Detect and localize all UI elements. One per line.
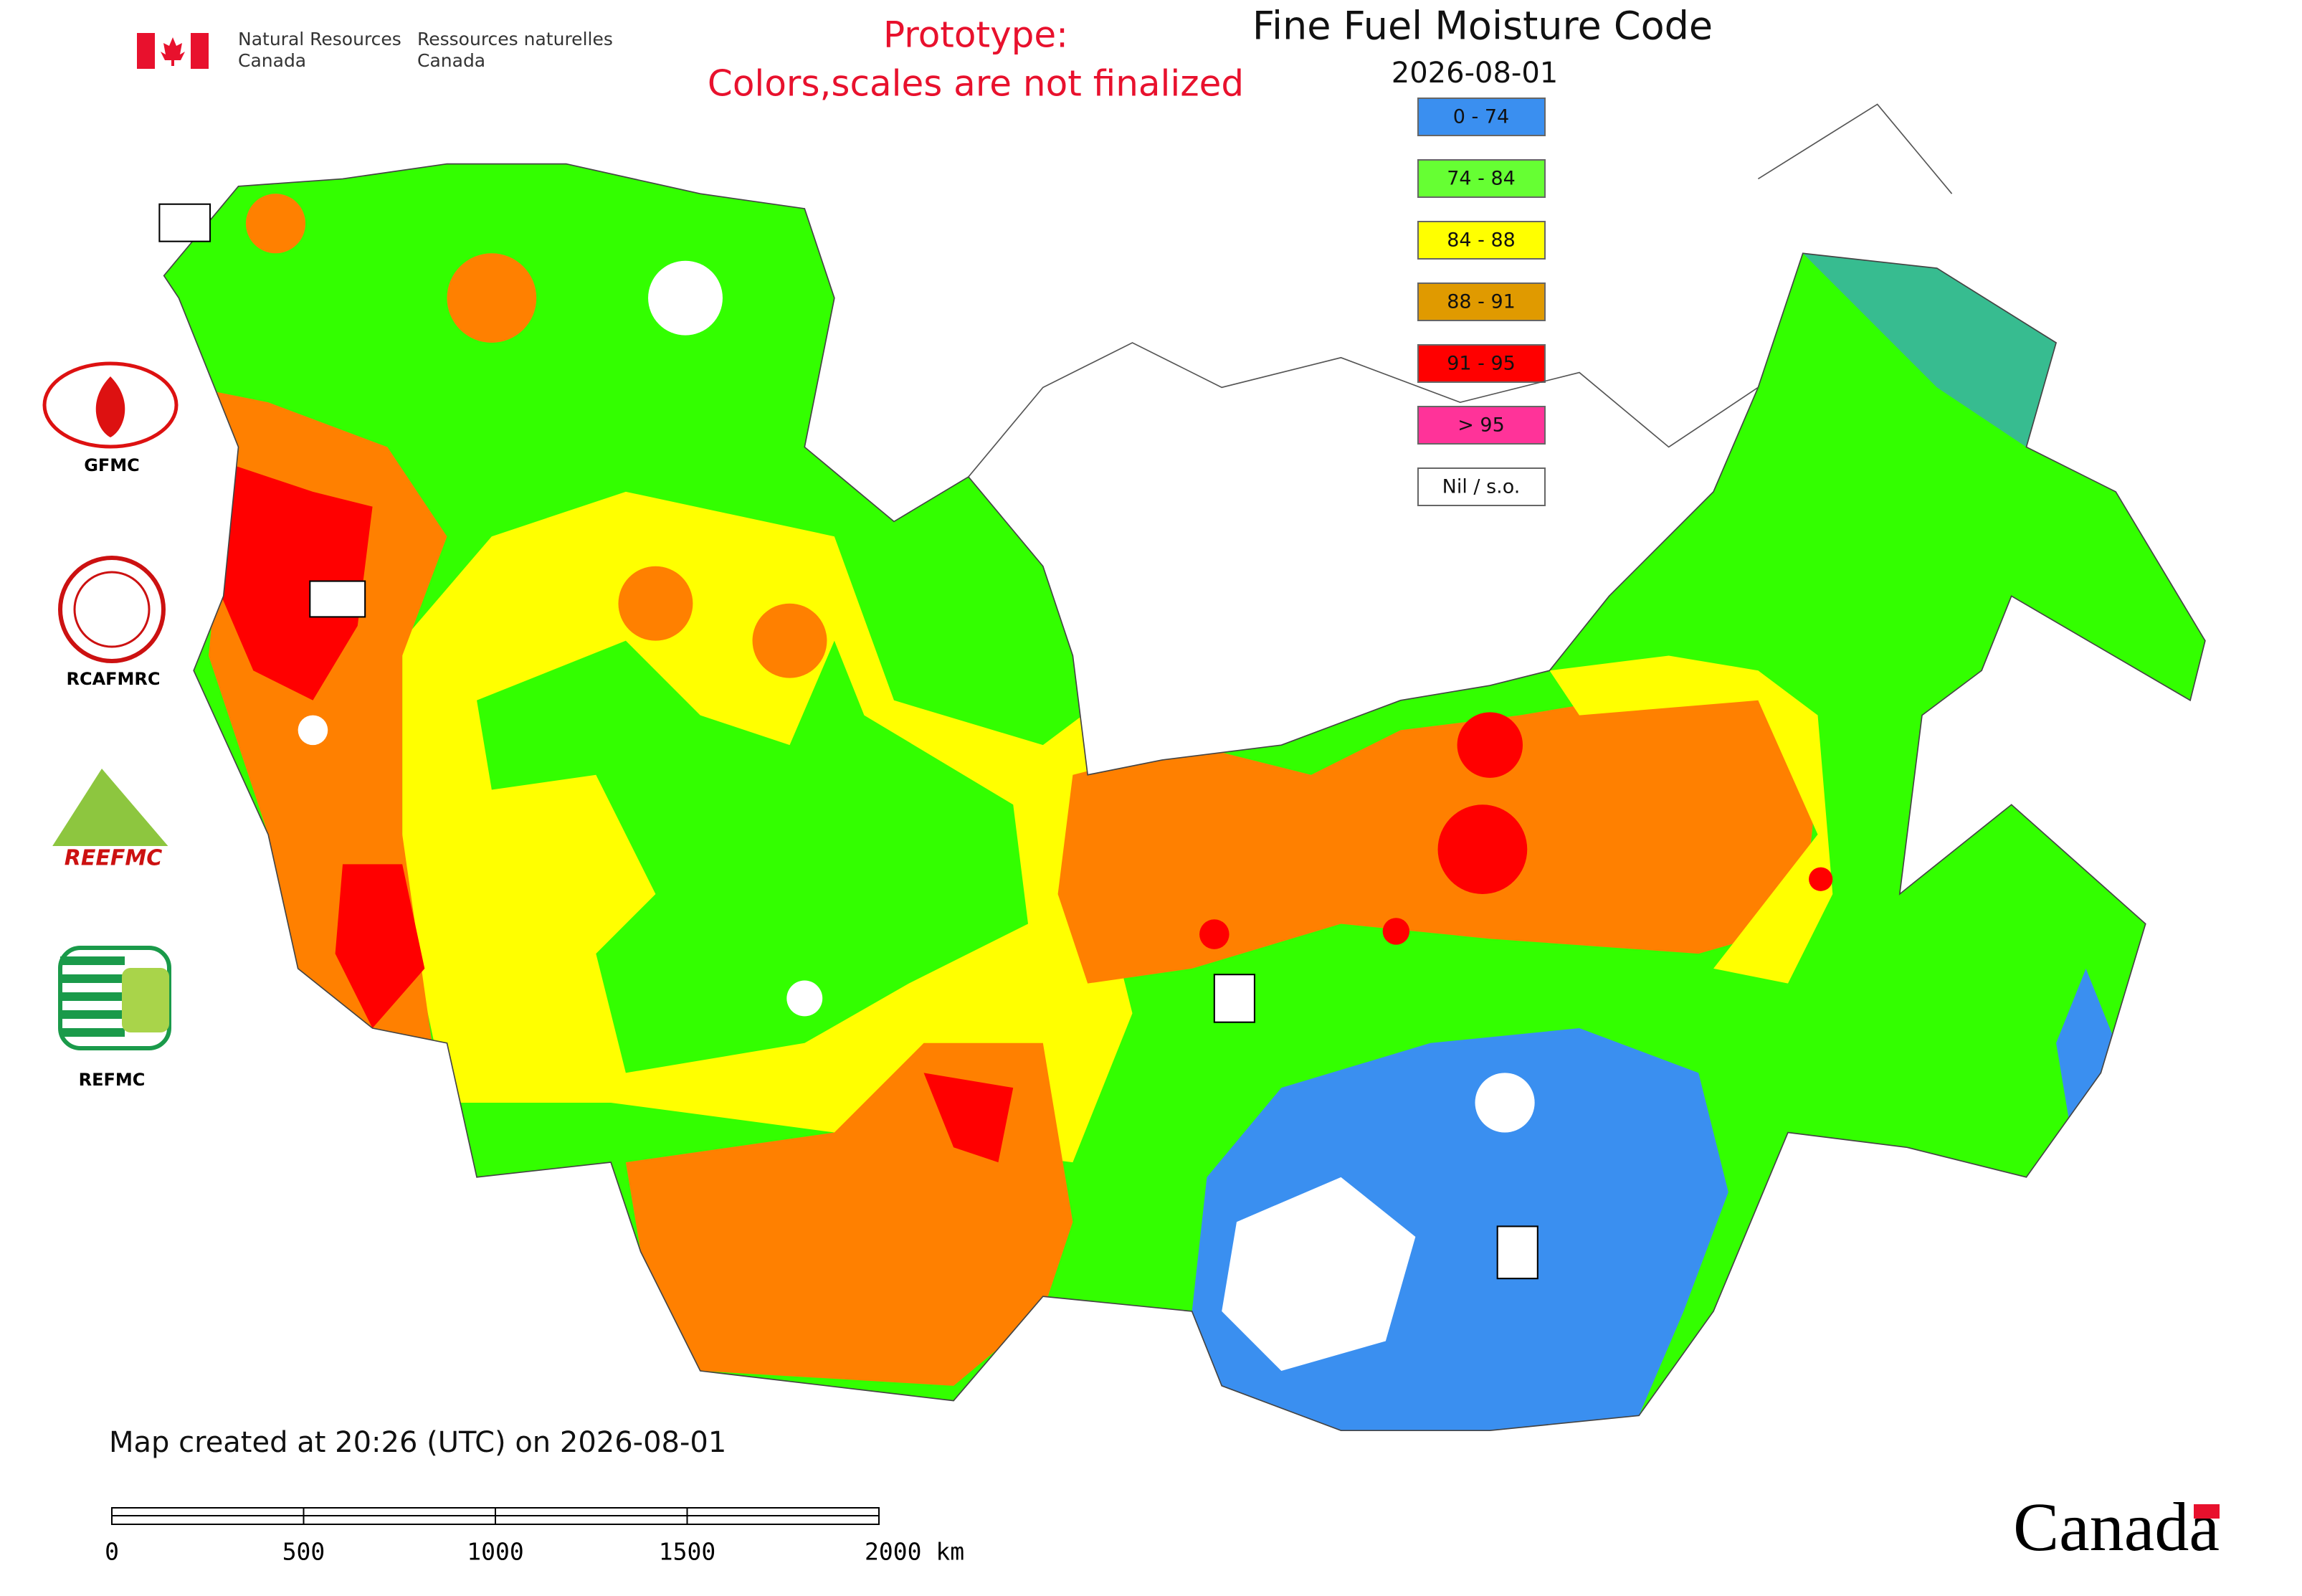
partner-label: RCAFMRC [66,669,160,689]
legend-swatch [1417,344,1546,383]
legend-label: 88 - 91 [1447,291,1516,313]
legend-label: Nil / s.o. [1442,476,1521,498]
agency-en: Canada [238,50,306,71]
partner-label: GFMC [84,455,140,475]
legend-label: 0 - 74 [1453,106,1509,128]
scale-label: 0 [105,1538,119,1566]
legend: 0 - 74 74 - 84 84 - 88 88 - 91 91 - 95 > 95 Ni… [1417,98,1546,506]
legend-label: 74 - 84 [1447,168,1516,190]
legend-swatch [1417,467,1546,506]
map-title: Fine Fuel Moisture Code [1252,4,1713,49]
legend-swatch [1417,98,1546,136]
legend-swatch [1417,221,1546,260]
canada-wordmark: Canada [2013,1488,2220,1565]
wordmark-flag [2194,1504,2220,1519]
scale-label: 2000 km [865,1538,964,1566]
scale-bar: 0 500 1000 1500 2000 km [105,1507,964,1566]
legend-label: 84 - 88 [1447,229,1516,252]
agency-en: Natural Resources [238,29,401,49]
notice: Colors,scales are not finalized [708,63,1244,105]
canada-flag [137,33,209,69]
legend-swatch [1417,282,1546,321]
map-date: 2026-08-01 [1392,57,1558,90]
partner-logos: GFMC RCAFMRC REEFMC REFMC [39,361,189,1090]
scale-label: 500 [282,1538,325,1566]
legend-swatch [1417,406,1546,445]
agency-fr: Canada [417,50,485,71]
scale-label: 1000 [467,1538,523,1566]
notice: Prototype: [883,14,1068,56]
legend-swatch [1417,159,1546,198]
partner-label: REFMC [79,1070,146,1090]
reefmc-logo-text: REEFMC [65,846,162,871]
map-footer: Map created at 20:26 (UTC) on 2026-08-01 [109,1426,726,1459]
scale-label: 1500 [659,1538,715,1566]
legend-label: 91 - 95 [1447,353,1516,375]
legend-label: > 95 [1457,414,1505,437]
agency-fr: Ressources naturelles [417,29,613,49]
